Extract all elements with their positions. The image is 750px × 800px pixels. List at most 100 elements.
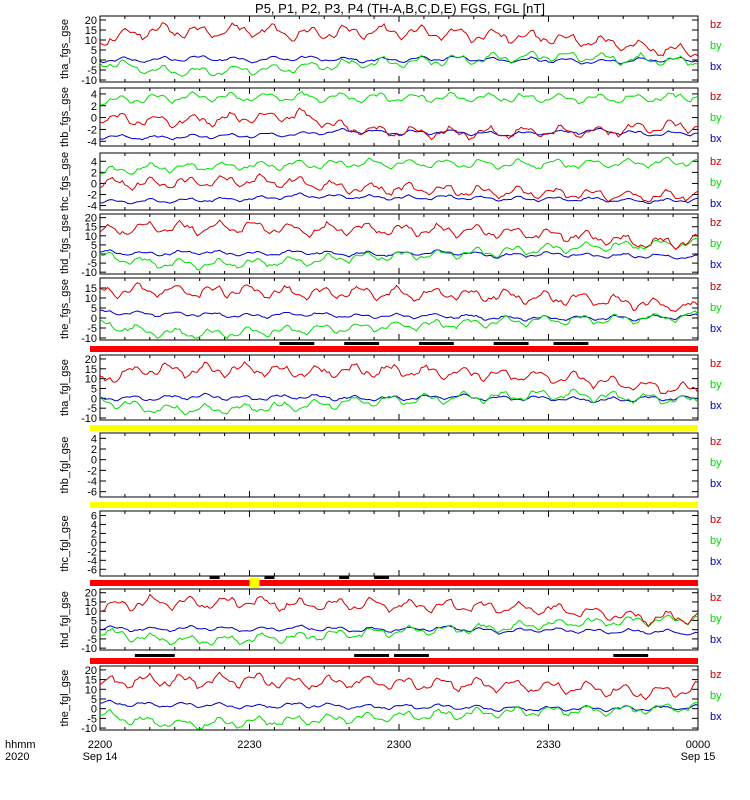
legend-bz: bz bbox=[710, 281, 722, 293]
series-line-bz bbox=[99, 671, 699, 701]
y-tick-label: 10 bbox=[85, 684, 97, 696]
legend-bx: bx bbox=[710, 400, 722, 412]
y-tick-label: 15 bbox=[85, 675, 97, 687]
y-tick-label: 5 bbox=[91, 694, 97, 706]
series-line-bz bbox=[99, 107, 699, 141]
state-segment-yellow bbox=[249, 578, 260, 588]
legend-bx: bx bbox=[710, 556, 722, 568]
series-line-bz bbox=[99, 21, 699, 58]
y-axis-label: the_fgl_gse bbox=[59, 670, 71, 727]
y-tick-label: 0 bbox=[91, 55, 97, 67]
y-tick-label: -5 bbox=[87, 713, 97, 725]
y-tick-label: 20 bbox=[85, 665, 97, 677]
y-tick-label: 0 bbox=[91, 704, 97, 716]
legend-by: by bbox=[710, 238, 722, 250]
y-tick-label: 15 bbox=[85, 222, 97, 234]
y-tick-label: 15 bbox=[85, 364, 97, 376]
y-tick-label: 0 bbox=[91, 537, 97, 549]
y-tick-label: 4 bbox=[91, 156, 97, 168]
legend-bx: bx bbox=[710, 323, 722, 335]
state-segment-black bbox=[354, 654, 390, 657]
y-tick-label: 0 bbox=[91, 178, 97, 190]
series-line-by bbox=[99, 310, 699, 340]
state-segment-black bbox=[418, 342, 454, 345]
legend-bz: bz bbox=[710, 156, 722, 168]
y-tick-label: -10 bbox=[81, 333, 97, 345]
series-line-bx bbox=[99, 699, 699, 713]
y-tick-label: -10 bbox=[81, 75, 97, 87]
y-tick-label: -2 bbox=[87, 124, 97, 136]
y-tick-label: 10 bbox=[85, 35, 97, 47]
series-line-bx bbox=[99, 249, 699, 260]
state-segment-black bbox=[493, 342, 529, 345]
series-line-by bbox=[99, 701, 699, 730]
y-axis-label: the_fgs_gse bbox=[59, 279, 71, 339]
legend-by: by bbox=[710, 177, 722, 189]
y-tick-label: 4 bbox=[91, 433, 97, 445]
x-tick-label: 2300 bbox=[387, 739, 411, 751]
y-axis-label: thb_fgl_gse bbox=[59, 437, 71, 494]
series-line-bz bbox=[99, 361, 699, 395]
y-axis-label: tha_fgl_gse bbox=[59, 359, 71, 416]
y-tick-label: 5 bbox=[91, 45, 97, 57]
y-tick-label: 10 bbox=[85, 374, 97, 386]
y-tick-label: 5 bbox=[91, 303, 97, 315]
y-tick-label: 5 bbox=[91, 615, 97, 627]
y-tick-label: -5 bbox=[87, 65, 97, 77]
y-tick-label: -5 bbox=[87, 634, 97, 646]
legend-by: by bbox=[710, 457, 722, 469]
legend-by: by bbox=[710, 379, 722, 391]
series-line-by bbox=[99, 90, 699, 106]
legend-bx: bx bbox=[710, 133, 722, 145]
state-segment-black bbox=[209, 576, 220, 579]
legend-by: by bbox=[710, 535, 722, 547]
y-tick-label: 20 bbox=[85, 15, 97, 27]
state-bar bbox=[90, 425, 698, 431]
y-tick-label: -4 bbox=[87, 136, 97, 148]
legend-by: by bbox=[710, 613, 722, 625]
time-caption-year: 2020 bbox=[5, 751, 29, 763]
x-tick-label: 2200 bbox=[88, 739, 112, 751]
y-tick-label: -10 bbox=[81, 643, 97, 655]
legend-bz: bz bbox=[710, 514, 722, 526]
panel-frame bbox=[99, 432, 699, 498]
panel-frame bbox=[99, 15, 699, 83]
series-line-by bbox=[99, 50, 699, 77]
y-tick-label: 2 bbox=[91, 444, 97, 456]
y-tick-label: 20 bbox=[85, 588, 97, 600]
panel-frame bbox=[99, 665, 699, 731]
series-line-bz bbox=[99, 173, 699, 203]
panel-thb_fgs_gse: 420-2-4 thb_fgs_gse bz by bx bbox=[59, 87, 722, 148]
state-segment-black bbox=[264, 576, 275, 579]
series-line-by bbox=[99, 614, 699, 646]
legend-bz: bz bbox=[710, 436, 722, 448]
series-line-bx bbox=[99, 55, 699, 65]
y-tick-label: 0 bbox=[91, 249, 97, 261]
series-line-by bbox=[99, 237, 699, 271]
legend-bx: bx bbox=[710, 634, 722, 646]
state-segment-black bbox=[613, 654, 649, 657]
legend-bx: bx bbox=[710, 61, 722, 73]
x-date-label: Sep 15 bbox=[681, 751, 716, 763]
panel-frame bbox=[99, 354, 699, 421]
legend-bz: bz bbox=[710, 91, 722, 103]
y-axis-label: thc_fgs_gse bbox=[59, 152, 71, 211]
state-segment-black bbox=[134, 654, 175, 657]
legend-bx: bx bbox=[710, 711, 722, 723]
series-line-bx bbox=[99, 392, 699, 404]
x-tick-label: 0000 bbox=[686, 739, 710, 751]
y-tick-label: -5 bbox=[87, 403, 97, 415]
chart-title: P5, P1, P2, P3, P4 (TH-A,B,C,D,E) FGS, F… bbox=[255, 1, 545, 16]
y-tick-label: -6 bbox=[87, 564, 97, 576]
x-date-label: Sep 14 bbox=[83, 751, 118, 763]
state-bar bbox=[90, 580, 698, 586]
y-axis-label: thd_fgl_gse bbox=[59, 591, 71, 648]
y-tick-label: 2 bbox=[91, 101, 97, 113]
time-caption-hhmm: hhmm bbox=[5, 739, 36, 751]
y-tick-label: -5 bbox=[87, 258, 97, 270]
legend-bz: bz bbox=[710, 19, 722, 31]
y-tick-label: -6 bbox=[87, 487, 97, 499]
